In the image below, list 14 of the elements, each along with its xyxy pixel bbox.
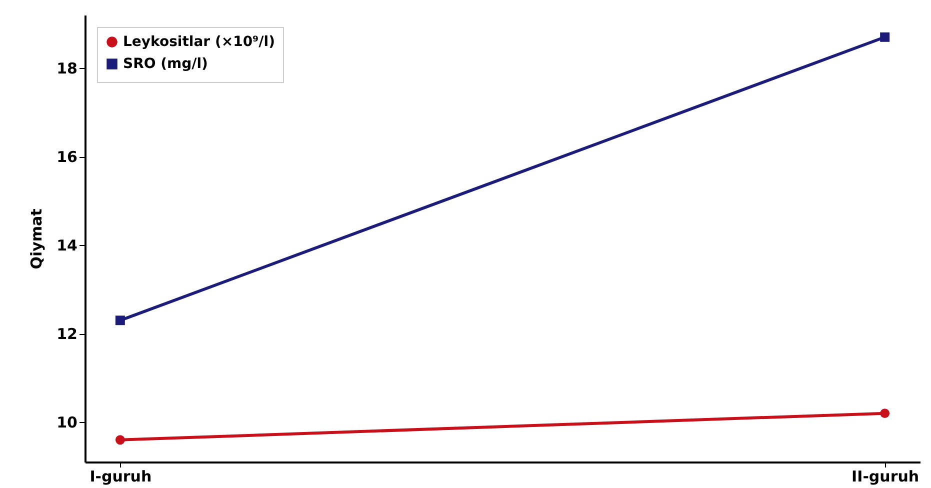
legend-label: Leykositlar (×10⁹/l) (123, 34, 275, 50)
y-tick-label: 18 (56, 60, 78, 78)
y-tick-label: 14 (56, 236, 78, 255)
y-tick-label: 10 (56, 414, 78, 432)
y-axis-title: Qiymat (28, 208, 46, 270)
point (880, 408, 890, 418)
y-tick-label: 12 (56, 325, 78, 344)
point (115, 435, 125, 445)
x-tick-label: II-guruh (852, 468, 920, 486)
point (880, 32, 890, 42)
legend-label: SRO (mg/l) (123, 56, 208, 72)
x-tick-label: I-guruh (90, 468, 152, 486)
y-tick-label: 16 (56, 148, 78, 166)
point (115, 316, 125, 326)
